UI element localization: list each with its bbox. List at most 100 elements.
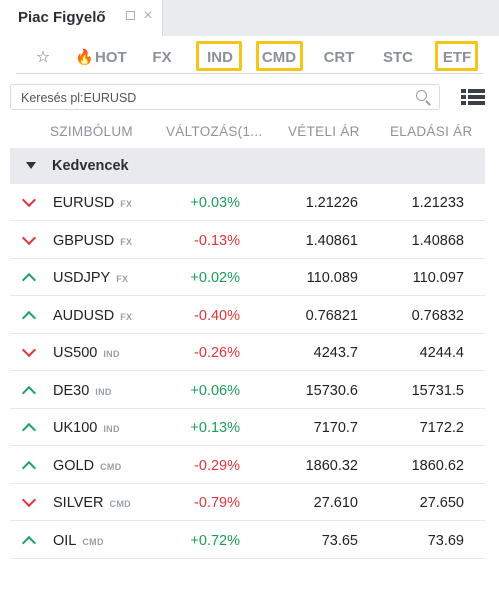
market-badge: IND bbox=[103, 424, 120, 434]
bid-price[interactable]: 1.21226 bbox=[305, 195, 358, 211]
filter-tabs: ☆ 🔥HOT FX IND CMD CRT STC ETF bbox=[16, 41, 483, 74]
symbol-label: USDJPY bbox=[53, 270, 111, 286]
symbol-label: DE30 bbox=[53, 382, 90, 399]
bid-price[interactable]: 7170.7 bbox=[313, 420, 358, 436]
table-row[interactable]: GOLD CMD -0.29% 1860.32 1860.62 bbox=[10, 447, 485, 484]
bid-price[interactable]: 110.089 bbox=[306, 270, 358, 286]
tab-ind[interactable]: IND bbox=[207, 49, 233, 66]
symbol-name: GOLD CMD bbox=[53, 458, 122, 474]
change-value: +0.02% bbox=[190, 270, 240, 286]
bid-price[interactable]: 1860.32 bbox=[305, 457, 358, 474]
tab-crt[interactable]: CRT bbox=[323, 49, 355, 66]
market-badge: IND bbox=[95, 386, 112, 397]
group-label: Kedvencek bbox=[52, 158, 129, 174]
market-badge: CMD bbox=[82, 536, 104, 547]
change-value: +0.03% bbox=[190, 195, 240, 211]
symbol-name: DE30 IND bbox=[53, 383, 112, 399]
ask-price[interactable]: 7172.2 bbox=[419, 420, 464, 436]
column-header-change[interactable]: VÁLTOZÁS(1... bbox=[166, 124, 263, 139]
trend-arrow-icon bbox=[21, 310, 37, 325]
change-value: +0.13% bbox=[190, 420, 240, 436]
change-value: -0.26% bbox=[194, 345, 240, 361]
tab-cmd[interactable]: CMD bbox=[261, 49, 297, 66]
table-row[interactable]: EURUSD FX +0.03% 1.21226 1.21233 bbox=[10, 184, 485, 221]
highlight-cmd bbox=[256, 41, 303, 71]
symbol-label: EURUSD bbox=[53, 195, 115, 211]
symbol-label: SILVER bbox=[53, 495, 104, 511]
ask-price[interactable]: 1.40868 bbox=[411, 232, 464, 249]
column-header-ask[interactable]: ELADÁSI ÁR bbox=[390, 124, 473, 139]
symbol-name: EURUSD FX bbox=[53, 195, 132, 211]
bid-price[interactable]: 0.76821 bbox=[305, 307, 358, 324]
symbol-name: US500 IND bbox=[53, 345, 120, 361]
symbol-label: OIL bbox=[53, 532, 77, 549]
search-input[interactable] bbox=[19, 88, 403, 108]
symbol-name: UK100 IND bbox=[53, 420, 120, 436]
symbol-name: USDJPY FX bbox=[53, 270, 128, 286]
ask-price[interactable]: 4244.4 bbox=[419, 345, 464, 361]
ask-price[interactable]: 15731.5 bbox=[411, 382, 464, 399]
symbol-name: OIL CMD bbox=[53, 533, 104, 549]
table-row[interactable]: AUDUSD FX -0.40% 0.76821 0.76832 bbox=[10, 297, 485, 334]
ask-price[interactable]: 27.650 bbox=[419, 495, 464, 511]
change-value: +0.06% bbox=[190, 382, 240, 399]
collapse-arrow-icon[interactable] bbox=[26, 162, 36, 169]
symbol-label: GBPUSD bbox=[53, 232, 115, 249]
ask-price[interactable]: 110.097 bbox=[412, 270, 464, 286]
symbol-name: GBPUSD FX bbox=[53, 233, 132, 249]
symbol-label: AUDUSD bbox=[53, 307, 115, 324]
trend-arrow-icon bbox=[21, 385, 37, 400]
tab-favorites[interactable]: ☆ bbox=[30, 41, 56, 73]
table-row[interactable]: USDJPY FX +0.02% 110.089 110.097 bbox=[10, 259, 485, 296]
market-badge: CMD bbox=[100, 461, 122, 472]
ask-price[interactable]: 0.76832 bbox=[411, 307, 464, 324]
symbol-name: AUDUSD FX bbox=[53, 308, 132, 324]
bid-price[interactable]: 1.40861 bbox=[305, 232, 358, 249]
search-box bbox=[10, 84, 440, 110]
symbol-label: US500 bbox=[53, 345, 98, 361]
group-favorites[interactable]: Kedvencek bbox=[10, 148, 485, 184]
market-badge: FX bbox=[120, 199, 133, 209]
table-row[interactable]: SILVER CMD -0.79% 27.610 27.650 bbox=[10, 484, 485, 521]
change-value: +0.72% bbox=[190, 532, 240, 549]
star-icon: ☆ bbox=[35, 49, 51, 66]
trend-arrow-icon bbox=[21, 492, 37, 508]
tab-stc[interactable]: STC bbox=[383, 49, 413, 66]
table-row[interactable]: US500 IND -0.26% 4243.7 4244.4 bbox=[10, 334, 485, 371]
close-icon[interactable]: × bbox=[143, 7, 153, 24]
trend-arrow-icon bbox=[21, 272, 37, 288]
change-value: -0.29% bbox=[194, 457, 240, 474]
trend-arrow-icon bbox=[21, 342, 37, 358]
highlight-etf bbox=[435, 41, 478, 71]
window-tab[interactable]: Piac Figyelő × bbox=[0, 0, 163, 36]
market-badge: IND bbox=[103, 349, 120, 359]
highlight-ind bbox=[196, 41, 242, 71]
table-row[interactable]: OIL CMD +0.72% 73.65 73.69 bbox=[10, 522, 485, 559]
bid-price[interactable]: 27.610 bbox=[313, 495, 358, 511]
ask-price[interactable]: 1860.62 bbox=[411, 457, 464, 474]
maximize-icon[interactable] bbox=[126, 11, 135, 20]
trend-arrow-icon bbox=[21, 230, 37, 245]
bid-price[interactable]: 4243.7 bbox=[313, 345, 358, 361]
trend-arrow-icon bbox=[21, 535, 37, 550]
ask-price[interactable]: 73.69 bbox=[427, 532, 464, 549]
bid-price[interactable]: 73.65 bbox=[321, 532, 358, 549]
symbol-label: UK100 bbox=[53, 420, 98, 436]
table-row[interactable]: UK100 IND +0.13% 7170.7 7172.2 bbox=[10, 409, 485, 446]
trend-arrow-icon bbox=[21, 422, 37, 438]
column-header-bid[interactable]: VÉTELI ÁR bbox=[288, 124, 360, 139]
tab-fx[interactable]: FX bbox=[152, 49, 172, 66]
table-row[interactable]: DE30 IND +0.06% 15730.6 15731.5 bbox=[10, 372, 485, 409]
list-view-icon[interactable] bbox=[461, 89, 485, 106]
window-title: Piac Figyelő bbox=[18, 9, 106, 26]
search-icon[interactable] bbox=[416, 90, 427, 101]
column-header-symbol[interactable]: SZIMBÓLUM bbox=[50, 124, 133, 139]
market-badge: FX bbox=[116, 274, 129, 284]
market-badge: FX bbox=[120, 236, 133, 247]
tab-etf[interactable]: ETF bbox=[442, 49, 472, 66]
table-row[interactable]: GBPUSD FX -0.13% 1.40861 1.40868 bbox=[10, 222, 485, 259]
bid-price[interactable]: 15730.6 bbox=[305, 382, 358, 399]
tab-hot[interactable]: 🔥HOT bbox=[74, 41, 128, 73]
symbol-name: SILVER CMD bbox=[53, 495, 131, 511]
ask-price[interactable]: 1.21233 bbox=[411, 195, 464, 211]
